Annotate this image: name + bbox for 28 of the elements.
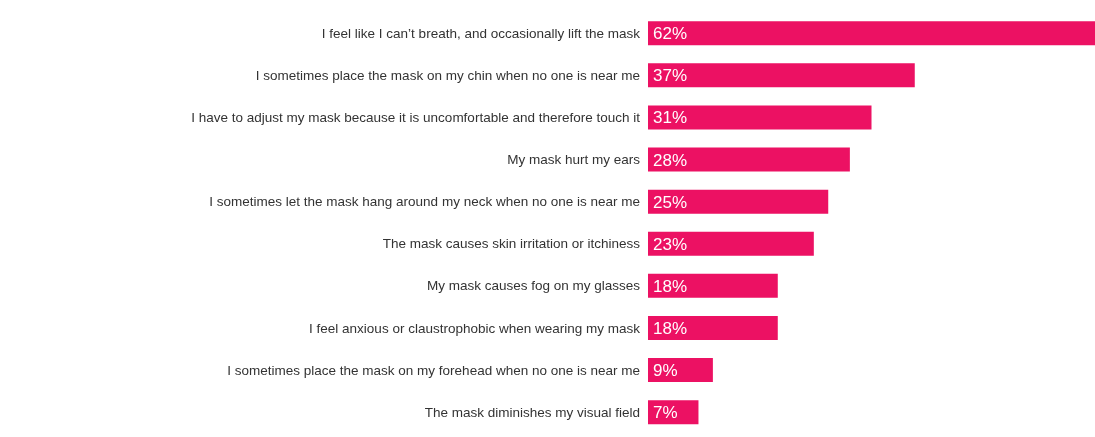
bar	[648, 273, 778, 298]
y-tick-label: I have to adjust my mask because it is uncomfortable and therefore touch it	[191, 110, 641, 126]
y-tick-label: I feel like I can’t breath, and occasionally lift the mask	[321, 25, 641, 41]
bar	[648, 21, 1095, 46]
y-tick-label: I feel anxious or claustrophobic when wearing my mask	[309, 320, 641, 336]
data-label: 28%	[653, 150, 688, 170]
y-tick-label: I sometimes place the mask on my forehead when no one is near me	[227, 362, 640, 378]
data-label: 25%	[653, 192, 688, 212]
y-tick-label: I sometimes let the mask hang around my neck when no one is near me	[209, 194, 640, 210]
bar	[648, 315, 778, 340]
data-label: 9%	[653, 361, 678, 381]
bar	[648, 105, 872, 130]
data-label: 31%	[653, 108, 688, 128]
y-tick-label: My mask causes fog on my glasses	[426, 278, 641, 294]
y-tick-label: I sometimes place the mask on my chin when no one is near me	[255, 67, 640, 83]
y-tick-label: My mask hurt my ears	[507, 152, 641, 168]
data-label: 7%	[653, 403, 678, 423]
y-tick-label: The mask diminishes my visual field	[424, 404, 640, 420]
data-label: 18%	[653, 319, 688, 338]
bar	[648, 231, 814, 256]
bar	[648, 189, 829, 214]
y-tick-label: The mask causes skin irritation or itchiness	[382, 236, 641, 252]
bar	[648, 63, 915, 88]
data-label: 37%	[653, 66, 688, 86]
data-label: 18%	[653, 276, 688, 296]
data-label: 62%	[653, 24, 688, 44]
bar	[648, 147, 850, 172]
data-label: 23%	[653, 234, 688, 254]
